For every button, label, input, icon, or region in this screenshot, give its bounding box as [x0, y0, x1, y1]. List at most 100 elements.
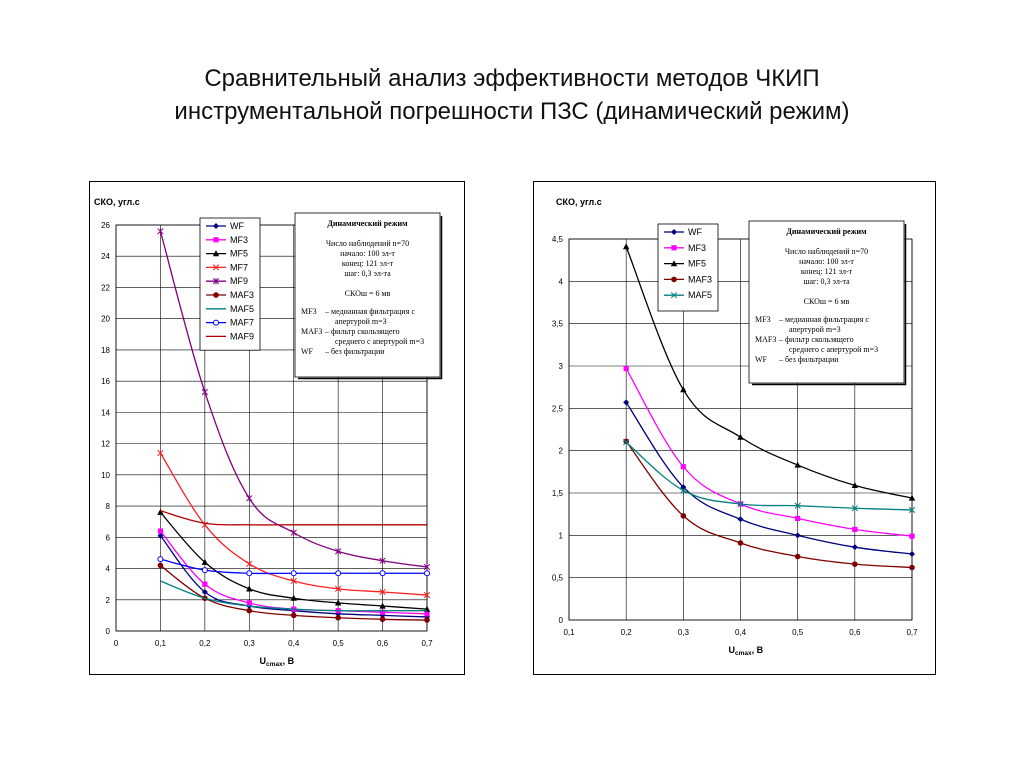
y-tick-label: 22 — [101, 283, 110, 292]
data-point-maf5 — [737, 500, 744, 508]
data-point-maf7 — [157, 556, 164, 563]
series-maf7 — [157, 556, 430, 577]
note-definition: – фильтр скользящего — [324, 327, 400, 336]
data-point-mf5 — [794, 461, 801, 468]
x-tick-label: 0,4 — [735, 628, 747, 637]
note-term: MAF3 — [755, 335, 776, 344]
data-point-wf — [909, 550, 915, 557]
y-tick-label: 26 — [101, 221, 110, 230]
x-tick-label: 0,3 — [244, 639, 256, 648]
note-line: шаг: 0,3 эл-та — [803, 277, 850, 286]
note-line: конец: 121 эл-т — [342, 259, 394, 268]
legend-label: MF5 — [688, 259, 706, 269]
chart-svg: 0 0,5 1 1,5 2 2,5 3 3,5 4 4,5 0,1 0,2 0,3 0,4 0,5 0,6 0,… — [552, 197, 918, 657]
data-point-wf — [851, 544, 858, 551]
x-axis-label: Ucmax, В — [729, 645, 764, 657]
data-point-mf5 — [737, 433, 744, 440]
plot-area — [115, 224, 428, 632]
legend-item-mf5: MF5 — [664, 259, 706, 269]
legend-marker — [213, 237, 219, 243]
y-tick-label: 2,5 — [552, 404, 564, 413]
x-tick-label: 0,6 — [849, 628, 861, 637]
legend-item-maf3: MAF3 — [664, 274, 712, 284]
data-point-mf9 — [157, 228, 164, 235]
x-tick-label: 0,2 — [621, 628, 633, 637]
slide-title: Сравнительный анализ эффективности метод… — [60, 62, 964, 128]
legend-marker — [671, 245, 677, 251]
data-point-maf7 — [335, 570, 342, 577]
legend-item-maf5: MAF5 — [206, 304, 254, 314]
note-term: MF3 — [301, 307, 317, 316]
x-tick-label: 0,5 — [333, 639, 345, 648]
note-definition-cont: среднего с апертурой m=3 — [335, 337, 424, 346]
legend-label: MAF7 — [230, 318, 254, 328]
data-point-mf3 — [379, 609, 386, 615]
note-definition: – фильтр скользящего — [778, 335, 854, 344]
series-line-maf5 — [160, 580, 427, 612]
x-tick-label: 0,5 — [792, 628, 804, 637]
data-point-maf3 — [424, 617, 430, 623]
y-tick-label: 6 — [106, 533, 111, 542]
y-tick-label: 24 — [101, 252, 110, 261]
data-point-maf5 — [680, 487, 687, 494]
data-point-mf3 — [852, 526, 858, 533]
data-point-mf9 — [334, 548, 342, 555]
legend-label: WF — [230, 221, 244, 231]
y-axis-label: СКО, угл.с — [556, 197, 602, 207]
data-point-mf3 — [909, 533, 915, 539]
data-point-maf3 — [680, 513, 687, 519]
series-maf5 — [160, 580, 427, 612]
legend-label: MAF5 — [230, 304, 254, 314]
y-tick-label: 0 — [106, 627, 111, 636]
y-tick-label: 1 — [559, 531, 564, 540]
x-tick-label: 0,1 — [563, 628, 575, 637]
note-frame — [748, 220, 905, 384]
data-point-mf5 — [290, 594, 297, 601]
note-term: MAF3 — [301, 327, 322, 336]
data-point-maf3 — [379, 616, 386, 623]
note-definition: – без фильтрации — [324, 347, 385, 356]
data-point-maf3 — [335, 614, 341, 621]
y-tick-label: 2 — [106, 596, 111, 605]
data-point-mf5 — [851, 481, 859, 488]
data-point-mf9 — [246, 495, 253, 502]
data-point-maf5 — [851, 505, 858, 512]
y-tick-label: 16 — [101, 377, 110, 386]
series-line-mf9 — [159, 231, 428, 568]
y-tick-label: 4 — [106, 565, 111, 574]
x-axis-label: Ucmax, В — [260, 656, 295, 668]
y-tick-label: 2 — [559, 447, 564, 456]
data-point-maf7 — [290, 570, 297, 577]
x-tick-label: 0,6 — [377, 639, 389, 648]
data-point-wf — [157, 532, 164, 539]
legend-item-maf5: MAF5 — [664, 290, 712, 300]
note-line: конец: 121 эл-т — [801, 267, 853, 276]
series-wf — [623, 399, 915, 557]
note-definition: – медианная фильтрация с — [324, 307, 415, 316]
slide-title-line-1: Сравнительный анализ эффективности метод… — [204, 65, 820, 92]
data-point-maf3 — [909, 564, 915, 571]
slide-title-line-2: инструментальной погрешности ПЗС (динами… — [174, 98, 850, 125]
legend-item-mf3: MF3 — [664, 243, 706, 253]
data-point-maf3 — [794, 553, 801, 560]
legend-label: MF9 — [230, 276, 248, 286]
legend-marker — [213, 319, 219, 326]
legend-item-wf: WF — [664, 227, 702, 237]
legend-marker — [213, 223, 219, 229]
data-point-mf7 — [423, 591, 431, 599]
y-tick-label: 12 — [101, 440, 110, 449]
data-point-mf5 — [334, 599, 342, 606]
legend-label: MF3 — [230, 235, 248, 245]
data-point-mf5 — [157, 508, 164, 515]
note-shadow — [298, 216, 443, 380]
note-line: СКОш = 6 мв — [804, 297, 850, 306]
data-point-maf7 — [201, 567, 208, 574]
legend-item-wf: WF — [206, 221, 244, 231]
data-point-mf7 — [246, 560, 253, 568]
note-definition: – без фильтрации — [778, 355, 839, 364]
legend-marker — [671, 276, 677, 283]
series-line-maf9 — [160, 510, 427, 526]
legend-marker — [212, 264, 220, 271]
data-point-mf7 — [379, 588, 386, 596]
legend-marker — [212, 250, 220, 257]
